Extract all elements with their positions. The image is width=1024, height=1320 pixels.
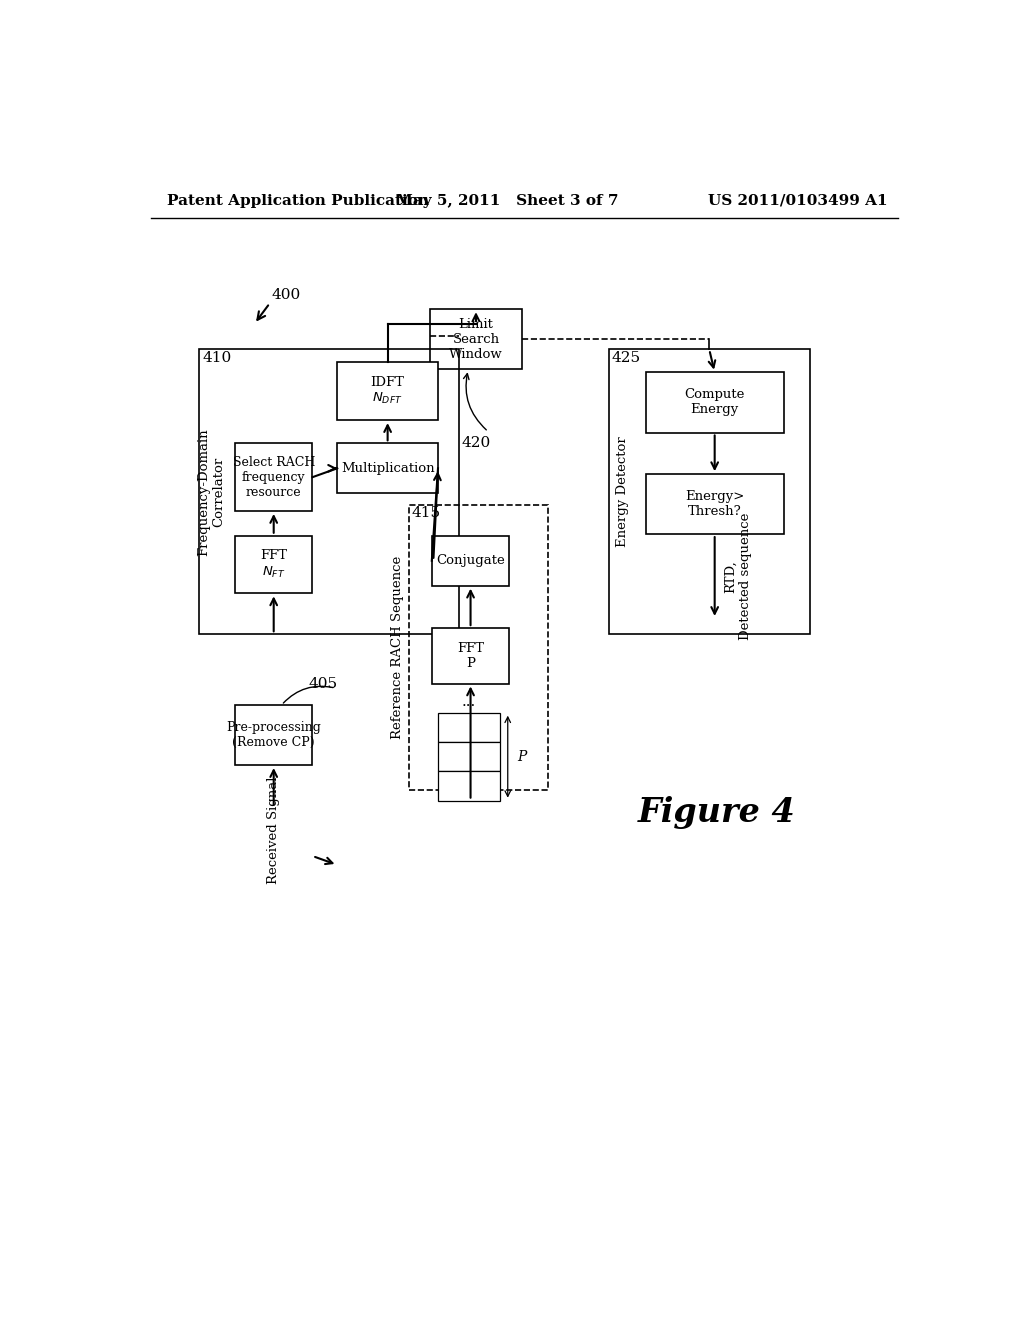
Text: Energy>
Thresh?: Energy> Thresh?: [685, 490, 744, 519]
Text: FFT
$N_{FT}$: FFT $N_{FT}$: [260, 549, 287, 579]
Text: Conjugate: Conjugate: [436, 554, 505, 568]
Bar: [337, 363, 438, 420]
Text: P: P: [517, 750, 526, 764]
Text: Compute
Energy: Compute Energy: [684, 388, 744, 417]
Text: Limit
Search
Window: Limit Search Window: [450, 318, 503, 360]
Text: Pre-processing
(Remove CP): Pre-processing (Remove CP): [226, 721, 322, 750]
Text: 405: 405: [308, 677, 338, 690]
Bar: [438, 742, 500, 771]
Bar: [608, 350, 810, 635]
Bar: [432, 536, 509, 586]
Text: RTD,
Detected sequence: RTD, Detected sequence: [724, 513, 752, 640]
Bar: [430, 309, 521, 370]
Bar: [646, 372, 783, 433]
Bar: [409, 506, 548, 789]
Text: IDFT
$N_{DFT}$: IDFT $N_{DFT}$: [371, 376, 404, 407]
Bar: [646, 474, 783, 535]
Bar: [234, 536, 312, 594]
Text: Reference RACH Sequence: Reference RACH Sequence: [391, 556, 404, 739]
Bar: [200, 350, 459, 635]
Text: Figure 4: Figure 4: [638, 796, 796, 829]
Text: 415: 415: [412, 507, 440, 520]
Text: Multiplication: Multiplication: [341, 462, 434, 475]
Bar: [438, 713, 500, 742]
Text: Received Signal: Received Signal: [267, 777, 281, 884]
Bar: [234, 444, 312, 511]
Text: ...: ...: [462, 696, 476, 709]
Text: Select RACH
frequency
resource: Select RACH frequency resource: [232, 455, 315, 499]
Bar: [234, 705, 312, 766]
Text: US 2011/0103499 A1: US 2011/0103499 A1: [708, 194, 888, 207]
Bar: [337, 444, 438, 494]
Text: FFT
P: FFT P: [457, 642, 484, 669]
Text: 410: 410: [203, 351, 231, 364]
Bar: [432, 628, 509, 684]
Text: Patent Application Publication: Patent Application Publication: [167, 194, 429, 207]
Text: May 5, 2011   Sheet 3 of 7: May 5, 2011 Sheet 3 of 7: [396, 194, 618, 207]
Text: 400: 400: [271, 289, 301, 302]
Text: Energy Detector: Energy Detector: [616, 437, 629, 548]
Text: 420: 420: [461, 437, 490, 450]
Text: Frequency-Domain
Correlator: Frequency-Domain Correlator: [198, 428, 225, 556]
Bar: [438, 771, 500, 800]
Text: 425: 425: [611, 351, 641, 364]
